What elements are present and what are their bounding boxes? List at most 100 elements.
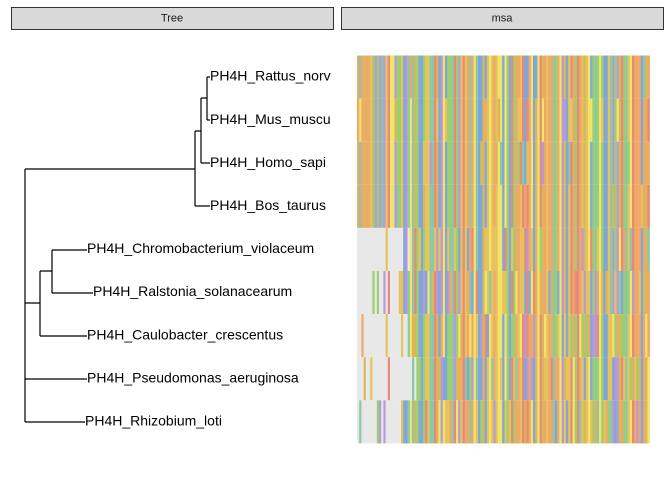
- msa-cell: [590, 227, 593, 271]
- msa-cell: [462, 227, 466, 271]
- msa-cell: [541, 184, 545, 228]
- msa-cell: [420, 357, 424, 401]
- msa-cell: [418, 98, 422, 142]
- msa-cell: [480, 357, 483, 401]
- msa-cell: [638, 400, 642, 444]
- msa-cell: [519, 314, 523, 358]
- msa-cell: [526, 271, 529, 315]
- msa-cell: [539, 184, 543, 228]
- msa-cell: [634, 98, 637, 142]
- msa-cell: [568, 55, 571, 99]
- msa-cell: [546, 227, 549, 271]
- msa-cell: [489, 271, 492, 315]
- msa-cell: [493, 184, 496, 228]
- msa-cell: [625, 314, 628, 358]
- msa-cell: [517, 271, 521, 315]
- msa-cell: [500, 314, 503, 358]
- msa-cell: [530, 55, 534, 99]
- msa-cell: [464, 314, 468, 358]
- msa-cell: [440, 314, 444, 358]
- msa-cell: [407, 271, 411, 315]
- msa-cell: [491, 227, 494, 271]
- msa-cell: [568, 227, 571, 271]
- msa-cell: [451, 98, 455, 142]
- msa-cell: [489, 227, 492, 271]
- msa-cell: [401, 227, 404, 271]
- msa-cell: [451, 227, 455, 271]
- msa-cell: [522, 271, 525, 315]
- msa-cell: [585, 314, 589, 358]
- msa-cell: [423, 314, 426, 358]
- msa-cell: [519, 357, 523, 401]
- msa-cell: [546, 141, 549, 185]
- msa-cell: [535, 184, 538, 228]
- msa-cell: [579, 98, 582, 142]
- msa-cell: [504, 184, 507, 228]
- msa-cell: [629, 357, 633, 401]
- msa-cell: [484, 400, 488, 444]
- msa-cell: [548, 55, 551, 99]
- msa-cell: [464, 98, 468, 142]
- msa-cell: [621, 271, 624, 315]
- msa-cell: [458, 55, 461, 99]
- msa-cell: [552, 55, 556, 99]
- msa-cell: [574, 357, 578, 401]
- msa-cell: [394, 141, 397, 185]
- msa-cell: [519, 271, 523, 315]
- msa-cell: [425, 184, 428, 228]
- msa-cell: [544, 271, 547, 315]
- msa-cell: [460, 357, 463, 401]
- msa-cell: [557, 55, 560, 99]
- msa-cell: [467, 271, 470, 315]
- msa-cell: [528, 400, 532, 444]
- msa-cell: [409, 184, 413, 228]
- msa-cell: [357, 400, 360, 444]
- msa-cell: [583, 357, 587, 401]
- msa-cell: [533, 357, 536, 401]
- msa-cell: [629, 184, 633, 228]
- msa-cell: [629, 55, 633, 99]
- msa-cell: [621, 400, 624, 444]
- msa-cell: [645, 271, 648, 315]
- msa-cell: [581, 271, 584, 315]
- msa-cell: [616, 55, 620, 99]
- msa-cell: [585, 55, 589, 99]
- msa-cell: [519, 227, 523, 271]
- msa-cell: [436, 184, 439, 228]
- msa-cell: [577, 357, 580, 401]
- msa-cell: [374, 141, 378, 185]
- msa-cell: [440, 141, 444, 185]
- msa-cell: [414, 357, 417, 401]
- msa-cell: [561, 184, 565, 228]
- msa-cell: [387, 400, 391, 444]
- msa-cell: [539, 400, 543, 444]
- msa-cell: [555, 357, 558, 401]
- msa-cell: [440, 357, 444, 401]
- msa-cell: [372, 400, 375, 444]
- msa-cell: [550, 357, 554, 401]
- msa-cell: [581, 98, 584, 142]
- msa-cell: [464, 400, 468, 444]
- msa-cell: [627, 55, 631, 99]
- msa-cell: [438, 227, 441, 271]
- msa-cell: [385, 271, 389, 315]
- msa-cell: [416, 271, 419, 315]
- msa-cell: [511, 357, 514, 401]
- msa-cell: [504, 314, 507, 358]
- msa-cell: [427, 55, 430, 99]
- msa-cell: [629, 98, 633, 142]
- msa-cell: [486, 227, 490, 271]
- msa-cell: [383, 314, 386, 358]
- msa-cell: [634, 314, 637, 358]
- msa-cell: [612, 98, 615, 142]
- msa-cell: [537, 184, 540, 228]
- msa-cell: [405, 55, 408, 99]
- msa-cell: [412, 55, 415, 99]
- msa-cell: [407, 400, 411, 444]
- msa-cell: [572, 184, 576, 228]
- msa-cell: [482, 314, 485, 358]
- msa-cell: [574, 184, 578, 228]
- msa-cell: [546, 98, 549, 142]
- msa-cell: [376, 357, 380, 401]
- msa-cell: [471, 184, 474, 228]
